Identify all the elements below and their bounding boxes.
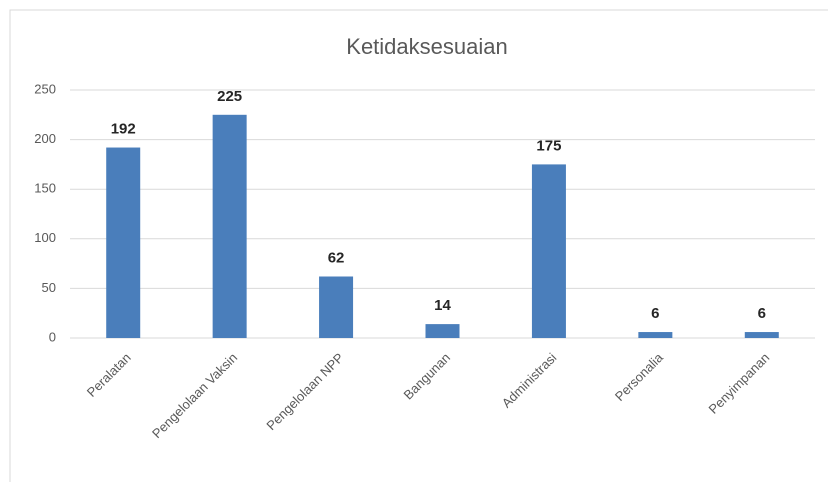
- data-label: 175: [536, 137, 561, 154]
- bar: [425, 324, 460, 338]
- y-tick-label: 0: [49, 329, 56, 344]
- data-label: 6: [651, 305, 659, 322]
- y-tick-label: 250: [34, 81, 56, 96]
- chart-title: Ketidaksesuaian: [346, 34, 507, 59]
- y-tick-label: 150: [34, 181, 56, 196]
- bar: [638, 332, 673, 338]
- bar: [531, 164, 566, 338]
- bar: [744, 332, 779, 338]
- data-label: 225: [217, 88, 242, 105]
- bar: [319, 276, 354, 338]
- y-tick-label: 100: [34, 230, 56, 245]
- bar: [212, 114, 247, 338]
- data-label: 192: [111, 121, 136, 138]
- y-tick-label: 50: [42, 280, 56, 295]
- data-label: 6: [758, 305, 766, 322]
- y-tick-label: 200: [34, 131, 56, 146]
- data-label: 14: [434, 297, 451, 314]
- data-label: 62: [328, 249, 345, 266]
- bar: [106, 147, 141, 338]
